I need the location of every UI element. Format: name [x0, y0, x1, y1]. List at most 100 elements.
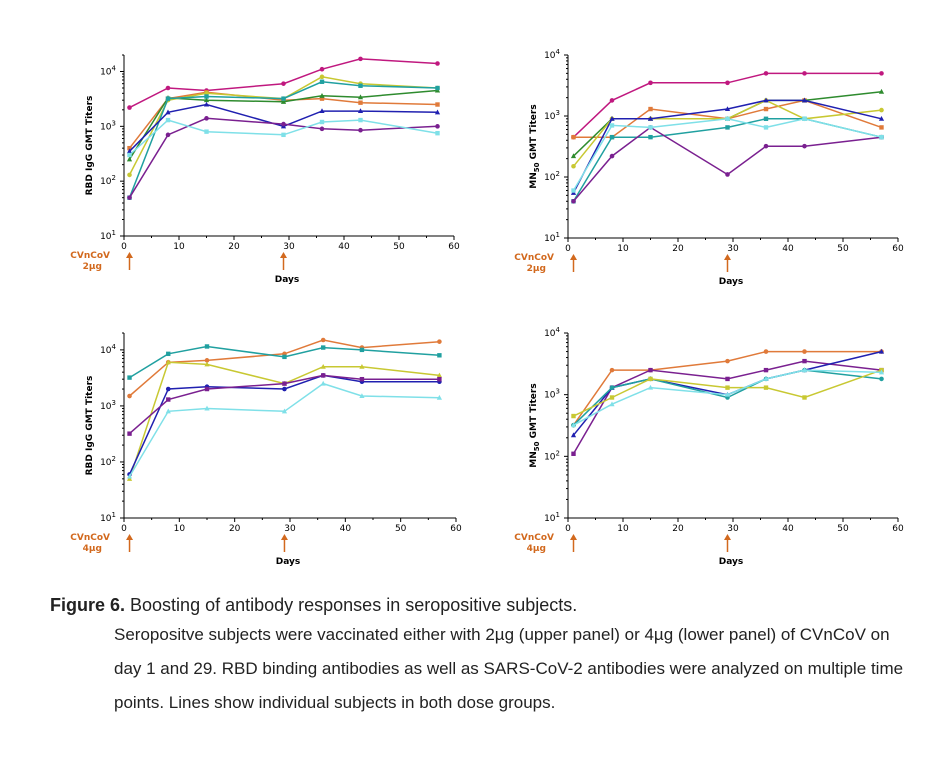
data-point — [321, 345, 326, 350]
data-point — [570, 432, 577, 438]
figure-caption: Figure 6. Boosting of antibody responses… — [50, 592, 910, 720]
x-tick-label: 30 — [727, 244, 739, 254]
dose-label-vaccine: CVnCoV — [514, 533, 554, 543]
x-tick-label: 60 — [450, 524, 462, 534]
data-point — [319, 108, 325, 114]
dose-arrow-head — [280, 252, 287, 258]
data-point — [879, 376, 884, 382]
data-point — [204, 116, 209, 121]
data-point — [437, 376, 442, 382]
data-point — [321, 373, 326, 378]
x-tick-label: 30 — [283, 242, 295, 252]
caption-title: Boosting of antibody responses in seropo… — [130, 595, 578, 615]
x-tick-label: 60 — [892, 524, 904, 534]
dose-arrow-head — [570, 534, 577, 540]
data-point — [435, 102, 440, 107]
data-point — [320, 337, 326, 343]
y-axis-label: RBD IgG GMT Titers — [85, 96, 95, 196]
data-point — [725, 172, 730, 177]
data-point — [127, 393, 132, 399]
data-point — [879, 107, 884, 113]
data-point — [165, 85, 171, 91]
data-point — [647, 115, 654, 121]
caption-body: Seropositve subjects were vaccinated eit… — [114, 625, 904, 712]
series-line — [572, 360, 882, 455]
y-tick-label: 102 — [544, 170, 560, 183]
dose-label-amount: 2µg — [527, 264, 546, 274]
data-point — [204, 361, 210, 367]
data-point — [281, 121, 286, 127]
data-point — [203, 97, 210, 103]
dose-arrow-head — [724, 534, 731, 540]
y-tick-label: 104 — [544, 326, 560, 339]
data-point — [319, 74, 325, 80]
data-point — [437, 339, 442, 344]
data-point — [435, 124, 440, 129]
y-tick-label: 103 — [100, 399, 116, 412]
data-point — [436, 394, 442, 400]
caption-label: Figure 6. — [50, 595, 126, 615]
x-tick-label: 30 — [284, 524, 296, 534]
data-point — [763, 97, 769, 103]
data-point — [801, 367, 808, 373]
data-point — [763, 106, 769, 112]
y-tick-label: 103 — [544, 109, 560, 122]
data-point — [127, 195, 132, 200]
data-point — [648, 125, 653, 130]
x-axis-label: Days — [719, 557, 744, 567]
data-point — [204, 94, 209, 99]
data-point — [725, 358, 730, 364]
data-point — [648, 106, 653, 112]
data-point — [763, 367, 769, 373]
x-axis-label: Days — [719, 277, 744, 287]
dose-label-vaccine: CVnCoV — [514, 253, 554, 263]
x-axis-label: Days — [275, 275, 300, 285]
data-point — [204, 386, 210, 392]
data-point — [127, 152, 132, 158]
y-tick-label: 104 — [100, 65, 116, 78]
data-point — [319, 79, 325, 84]
data-point — [570, 153, 577, 159]
data-point — [724, 106, 731, 112]
data-point — [802, 349, 807, 354]
x-tick-label: 60 — [892, 244, 904, 254]
data-point — [165, 386, 171, 392]
chart-panel-bottom-left: 0 10 20 30 40 50 60 101 102 103 104 RBD IgG GMT Tit… — [70, 332, 462, 567]
x-tick-label: 20 — [229, 524, 241, 534]
data-point — [648, 134, 653, 140]
data-point — [127, 375, 132, 380]
x-tick-label: 60 — [448, 242, 460, 252]
x-tick-label: 40 — [782, 524, 794, 534]
x-tick-label: 0 — [565, 244, 571, 254]
dose-arrow-head — [280, 534, 288, 540]
x-tick-label: 50 — [395, 524, 407, 534]
data-point — [165, 408, 171, 414]
data-point — [281, 408, 288, 414]
data-point — [763, 349, 769, 354]
x-tick-label: 0 — [565, 524, 571, 534]
x-tick-label: 10 — [173, 242, 185, 252]
data-point — [165, 132, 171, 138]
x-tick-label: 10 — [174, 524, 186, 534]
data-point — [437, 353, 442, 358]
y-axis-label: MN50 GMT Titers — [529, 104, 541, 188]
data-point — [725, 125, 730, 130]
data-point — [281, 81, 286, 86]
data-point — [609, 395, 615, 400]
x-tick-label: 30 — [727, 524, 739, 534]
dose-label-amount: 2µg — [83, 262, 102, 272]
data-point — [878, 115, 885, 121]
dose-arrow-head — [570, 254, 577, 260]
y-tick-label: 102 — [100, 174, 116, 187]
data-point — [763, 385, 769, 390]
data-point — [609, 385, 615, 390]
data-point — [359, 363, 365, 369]
x-tick-label: 40 — [340, 524, 352, 534]
data-point — [166, 397, 171, 402]
data-point — [609, 98, 615, 103]
data-point — [282, 354, 287, 360]
data-point — [165, 117, 171, 123]
data-point — [609, 123, 615, 128]
x-axis-label: Days — [276, 557, 301, 567]
